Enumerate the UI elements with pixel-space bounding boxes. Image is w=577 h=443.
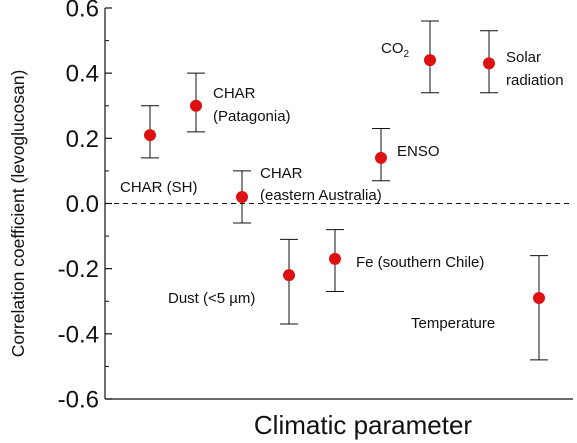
y-tick-label: 0.2	[66, 126, 99, 153]
data-point	[421, 20, 439, 94]
y-axis-ticks: 0.6 0.4 0.2 0.0 -0.2 -0.4 -0.6	[58, 0, 112, 414]
x-axis-label: Climatic parameter	[254, 410, 473, 440]
point-label: (Patagonia)	[213, 108, 291, 125]
data-points	[141, 20, 548, 361]
point-label: CHAR	[213, 85, 256, 102]
point-label: Solar	[506, 49, 541, 66]
data-point	[280, 238, 298, 325]
point-labels: CHAR (SH) CHAR (Patagonia) CHAR (eastern Aus…	[120, 40, 564, 332]
point-marker	[424, 54, 436, 67]
point-label: radiation	[506, 72, 564, 89]
point-marker	[375, 151, 387, 164]
data-point	[187, 72, 205, 133]
data-point	[530, 255, 548, 361]
point-label: Fe (southern Chile)	[356, 254, 484, 271]
point-marker	[533, 291, 545, 304]
y-axis-label: Correlation coefficient (levoglucosan)	[8, 70, 28, 358]
y-tick-label: 0.6	[66, 0, 99, 23]
point-label: Temperature	[411, 315, 495, 332]
point-marker	[190, 99, 202, 112]
point-label: CHAR	[260, 165, 303, 182]
point-label: CO2	[381, 40, 410, 60]
y-tick-label: 0.0	[66, 191, 99, 218]
data-point	[233, 170, 251, 224]
y-tick-label: 0.4	[66, 61, 99, 88]
point-label: (eastern Australia)	[260, 187, 382, 204]
point-label: CHAR (SH)	[120, 179, 198, 196]
point-label: ENSO	[397, 143, 440, 160]
y-tick-label: -0.4	[58, 321, 99, 348]
point-marker	[144, 129, 156, 142]
point-label: Dust (<5 µm)	[168, 290, 255, 307]
data-point	[480, 30, 498, 94]
point-marker	[236, 190, 248, 203]
data-point	[141, 105, 159, 159]
point-marker	[283, 269, 295, 282]
data-point	[326, 229, 344, 292]
data-point	[372, 128, 390, 182]
y-tick-label: -0.6	[58, 387, 99, 414]
point-marker	[329, 252, 341, 265]
y-tick-label: -0.2	[58, 256, 99, 283]
point-marker	[483, 57, 495, 70]
